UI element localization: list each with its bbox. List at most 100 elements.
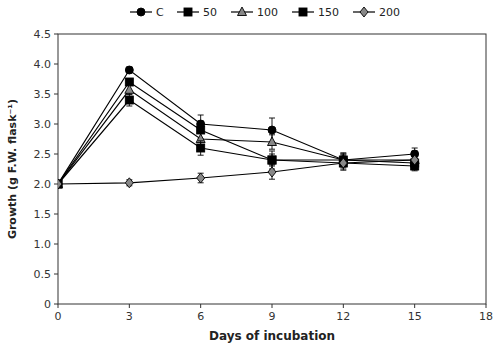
chart: 036912151800.51.01.52.02.53.03.54.04.5Da… <box>0 0 500 348</box>
point <box>125 66 133 74</box>
legend-item: 200 <box>353 6 400 19</box>
error-bar <box>340 156 346 170</box>
y-tick-label: 4.0 <box>34 58 52 71</box>
y-tick <box>54 184 58 185</box>
error-bar <box>412 151 418 169</box>
series-line <box>58 82 415 184</box>
axes: 036912151800.51.01.52.02.53.03.54.04.5 <box>34 28 494 323</box>
y-tick-label: 4.5 <box>34 28 52 41</box>
legend-label: 100 <box>257 6 278 19</box>
error-cap <box>198 115 204 116</box>
series-line <box>58 70 415 184</box>
error-bar <box>198 141 204 155</box>
y-tick-label: 3.0 <box>34 118 52 131</box>
error-cap <box>340 152 346 153</box>
y-tick <box>54 94 58 95</box>
error-cap <box>269 149 275 150</box>
point <box>125 85 134 94</box>
legend-label: 150 <box>318 6 339 19</box>
error-cap <box>269 134 275 135</box>
y-tick <box>54 304 58 305</box>
error-cap <box>198 140 204 141</box>
error-bar <box>269 154 275 166</box>
error-bar <box>198 173 204 183</box>
point <box>268 137 277 146</box>
error-cap <box>126 106 132 107</box>
y-tick-label: 2.0 <box>34 178 52 191</box>
series <box>58 151 419 189</box>
x-tick <box>272 304 273 308</box>
y-tick <box>54 64 58 65</box>
y-tick <box>54 274 58 275</box>
legend-item: 150 <box>292 6 339 19</box>
y-tick-label: 2.5 <box>34 148 52 161</box>
series <box>58 85 419 188</box>
point <box>58 180 62 188</box>
legend-label: C <box>156 6 164 19</box>
error-cap <box>412 169 418 170</box>
y-tick <box>54 124 58 125</box>
legend-marker <box>184 8 192 16</box>
point <box>268 167 276 177</box>
point <box>197 173 205 183</box>
x-tick-label: 12 <box>336 310 350 323</box>
y-tick <box>54 154 58 155</box>
data <box>58 66 419 189</box>
error-cap <box>412 151 418 152</box>
error-cap <box>198 155 204 156</box>
y-tick-label: 1.5 <box>34 208 52 221</box>
point <box>125 178 133 188</box>
x-tick-label: 9 <box>269 310 276 323</box>
x-tick-label: 18 <box>479 310 493 323</box>
point <box>196 134 205 143</box>
error-cap <box>269 118 275 119</box>
x-tick <box>200 304 201 308</box>
x-tick <box>486 304 487 308</box>
legend-item: C <box>130 6 164 19</box>
legend-label: 200 <box>379 6 400 19</box>
point <box>58 180 62 188</box>
x-axis-label: Days of incubation <box>209 329 335 343</box>
legend-marker <box>137 8 145 16</box>
error-cap <box>340 170 346 171</box>
error-bar <box>340 153 346 167</box>
y-tick-label: 0.5 <box>34 268 52 281</box>
error-cap <box>340 155 346 156</box>
error-cap <box>126 94 132 95</box>
x-tick <box>129 304 130 308</box>
y-tick <box>54 244 58 245</box>
error-cap <box>198 121 204 122</box>
error-cap <box>412 148 418 149</box>
legend-label: 50 <box>203 6 217 19</box>
legend-item: 50 <box>177 6 217 19</box>
error-cap <box>269 164 275 165</box>
series-line <box>58 160 415 184</box>
error-bar <box>340 157 346 169</box>
legend: C 50 100 150 200 <box>130 6 400 19</box>
series <box>58 78 419 188</box>
x-tick-label: 6 <box>197 310 204 323</box>
y-axis-label: Growth (g F.W. flask⁻¹) <box>6 99 19 239</box>
legend-marker <box>238 7 247 16</box>
error-cap <box>198 131 204 132</box>
error-cap <box>340 154 346 155</box>
point <box>411 155 419 165</box>
point <box>268 156 276 164</box>
x-tick <box>414 304 415 308</box>
series-line <box>58 100 415 184</box>
series-line <box>58 90 415 184</box>
point <box>197 144 205 152</box>
legend-marker <box>299 8 307 16</box>
series <box>58 94 419 188</box>
error-cap <box>269 179 275 180</box>
legend-marker <box>360 7 368 17</box>
y-tick <box>54 34 58 35</box>
error-cap <box>269 154 275 155</box>
point <box>268 156 276 164</box>
y-tick-label: 3.5 <box>34 88 52 101</box>
point <box>268 126 276 134</box>
x-tick <box>343 304 344 308</box>
error-cap <box>269 151 275 152</box>
x-tick-label: 3 <box>126 310 133 323</box>
legend-item: 100 <box>231 6 278 19</box>
